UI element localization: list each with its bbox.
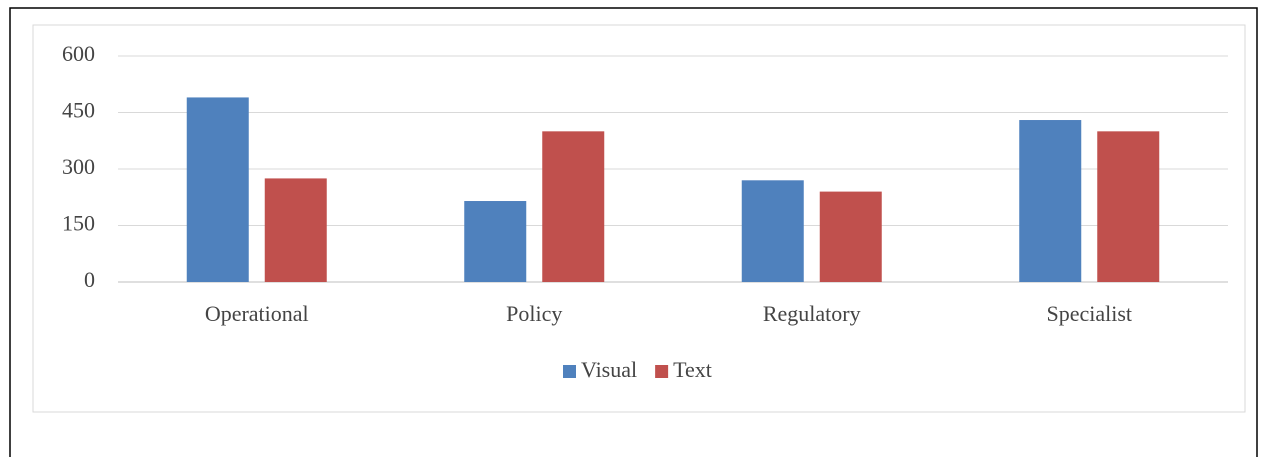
bar xyxy=(264,178,327,282)
y-tick-label: 0 xyxy=(84,267,95,292)
legend-label: Text xyxy=(673,357,712,382)
x-tick-label: Specialist xyxy=(1046,301,1132,326)
x-tick-label: Policy xyxy=(506,301,562,326)
x-tick-label: Operational xyxy=(205,301,309,326)
legend-swatch xyxy=(655,365,669,378)
x-tick-label: Regulatory xyxy=(763,301,861,326)
bar xyxy=(1019,120,1082,283)
legend-swatch xyxy=(563,365,576,378)
bar xyxy=(819,191,882,282)
bar xyxy=(1097,131,1160,282)
bar xyxy=(464,201,527,282)
frame xyxy=(9,7,1258,457)
y-tick-label: 450 xyxy=(62,98,95,123)
bar xyxy=(186,97,249,282)
bar xyxy=(542,131,605,282)
y-tick-label: 600 xyxy=(62,41,95,66)
bar xyxy=(741,180,804,282)
legend-label: Visual xyxy=(581,357,637,382)
y-tick-label: 150 xyxy=(62,211,95,236)
y-tick-label: 300 xyxy=(62,154,95,179)
